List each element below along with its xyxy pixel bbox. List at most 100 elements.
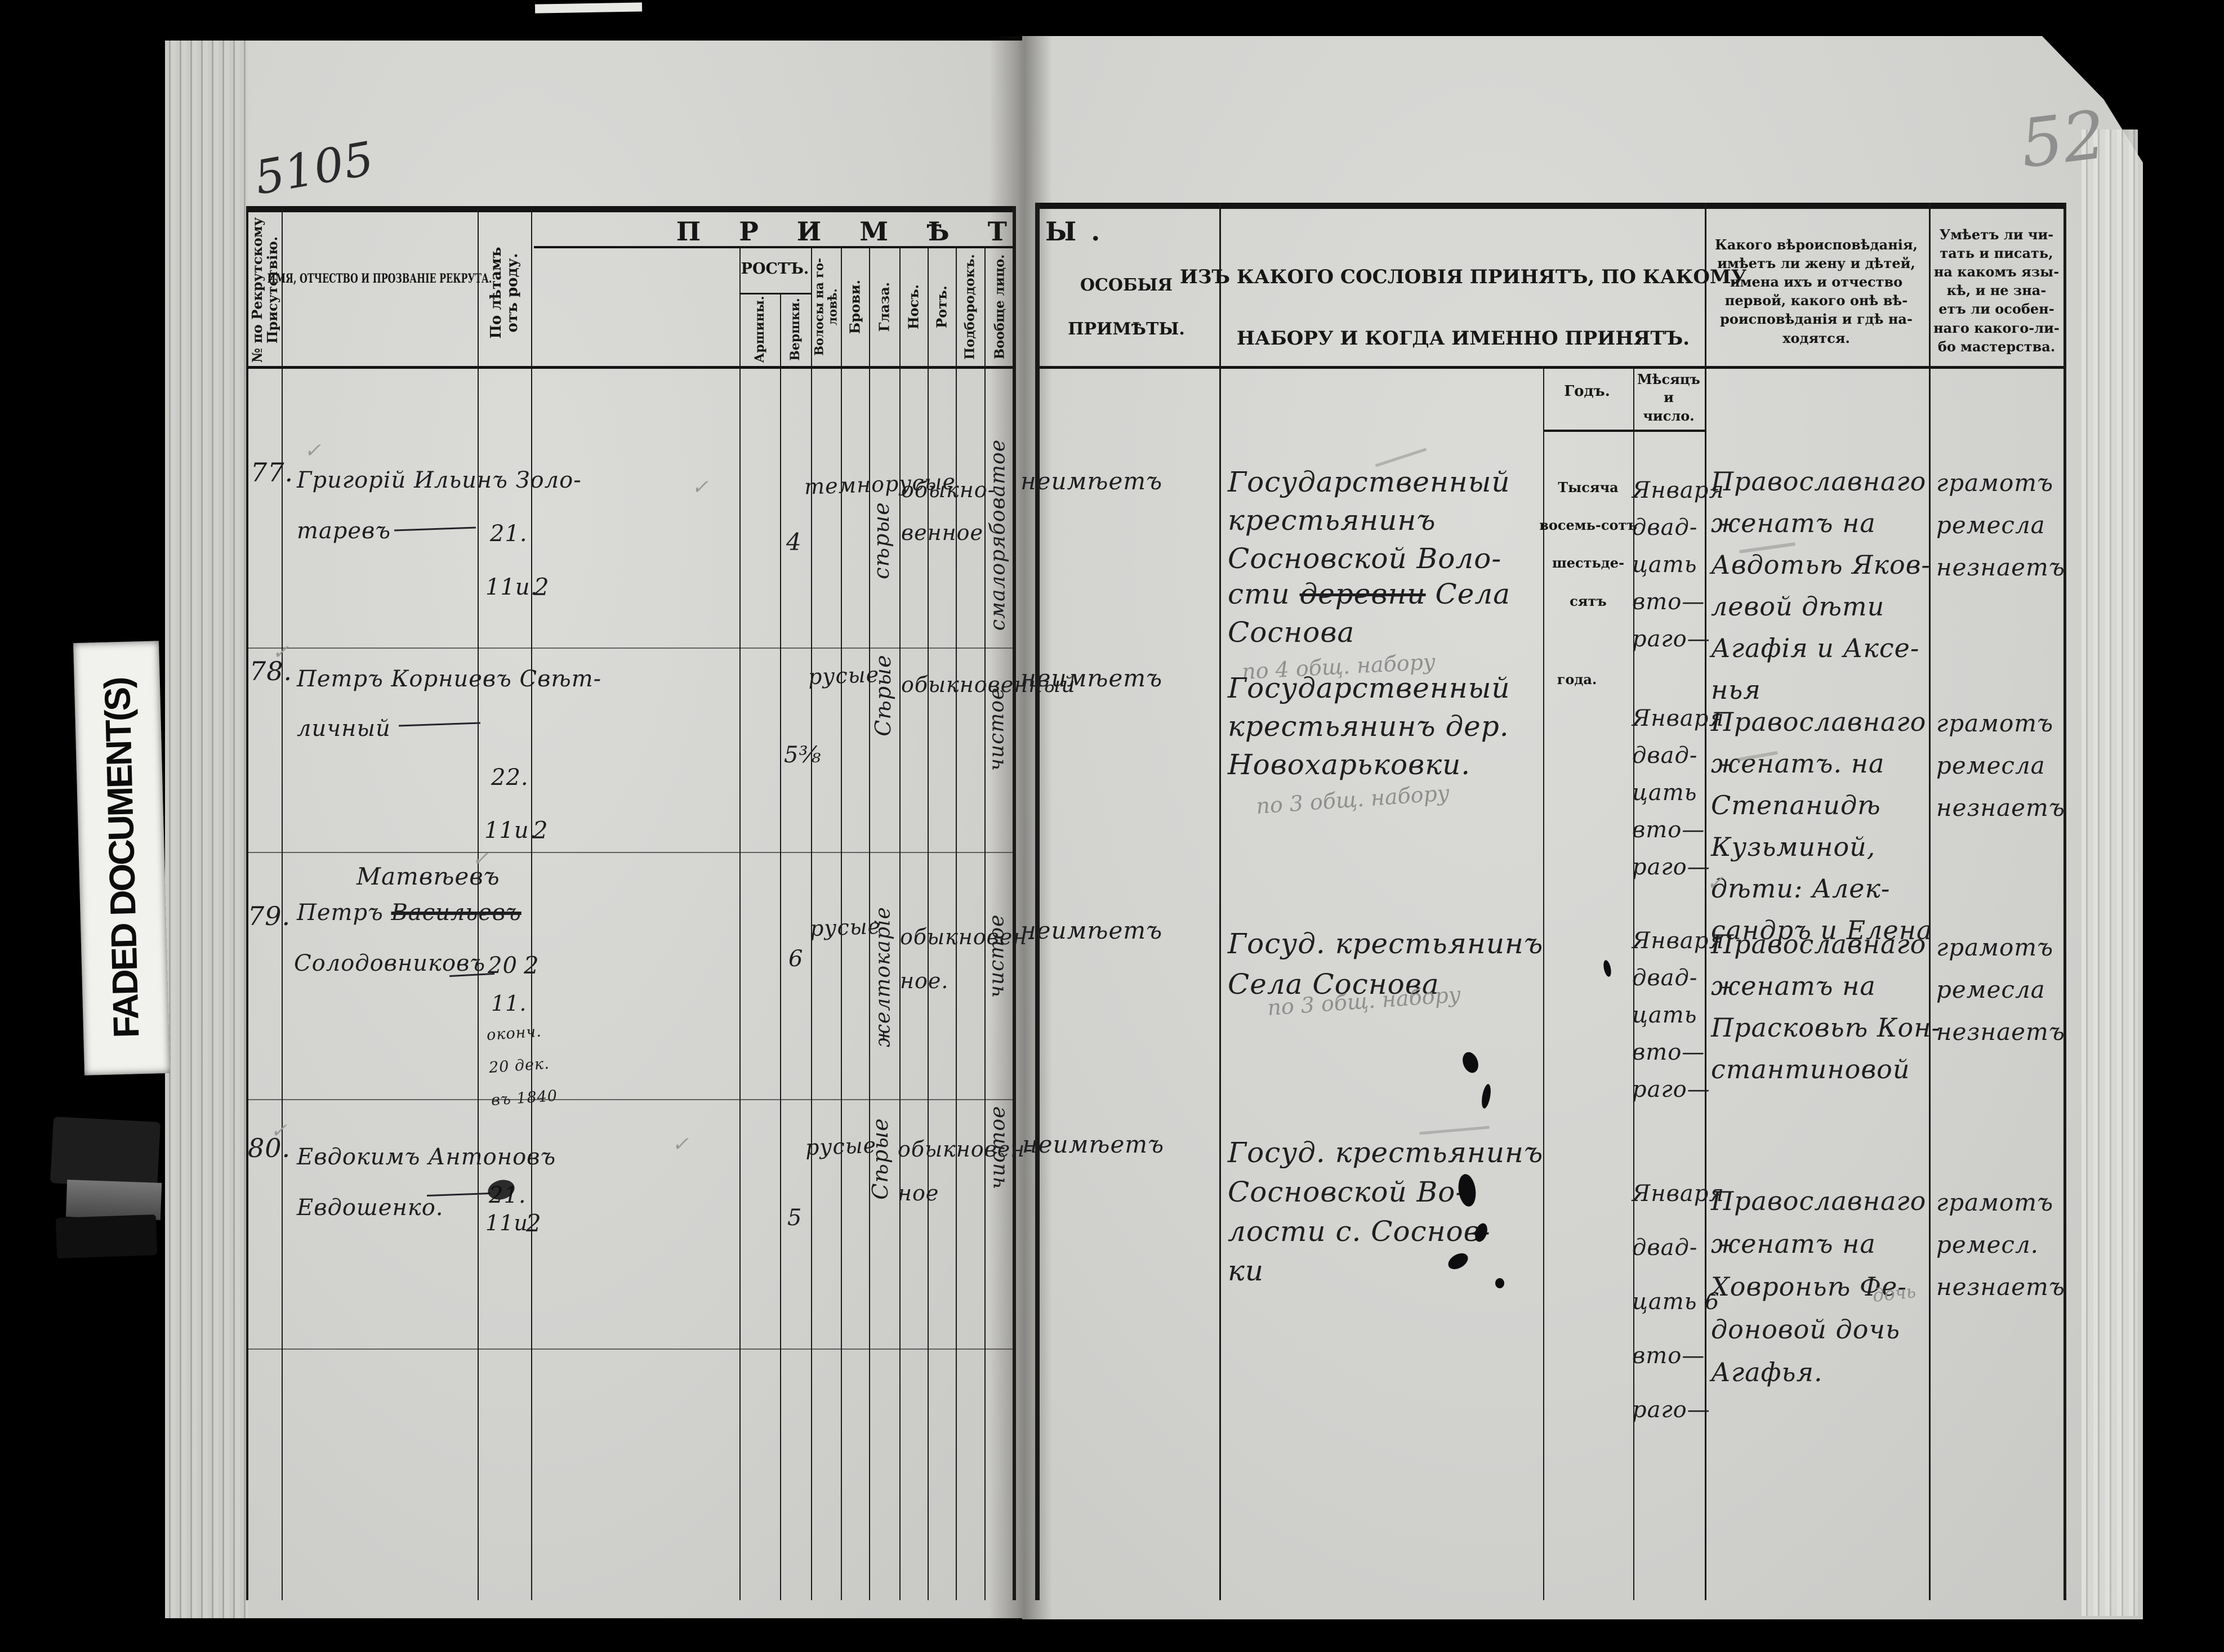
special-value: неимѣетъ [1020, 664, 1163, 692]
hair-value: русые [805, 1132, 877, 1160]
month-value: Января двад- цать вто— раго— [1632, 928, 1724, 1102]
arshiny-value: 2 [524, 952, 540, 979]
vershki-value: 4 [786, 528, 802, 556]
recruit-name: Петръ Корниевъ Свѣт- личный [297, 666, 602, 742]
pencil-page-number: 52 [2016, 95, 2110, 183]
pencil-tick: ✓ [672, 1133, 689, 1156]
nose-value: обыкновен- ное [898, 1137, 1033, 1205]
age-marginal-notes: оконч. 20 дек. въ 1840 [485, 1023, 558, 1109]
row-separator [246, 1099, 1014, 1100]
column-line [282, 206, 283, 1600]
vershki-value: 5 [787, 1205, 803, 1231]
god-value: года. [1557, 671, 1597, 687]
god-month-underline [1543, 430, 1705, 432]
arshiny-value: 2 [526, 1209, 542, 1237]
top-page-sliver [534, 2, 643, 14]
soslovie-value: Госуд. крестьянинъ Сосновской Во- лости … [1228, 1136, 1544, 1287]
age-months: 11и. [484, 818, 537, 843]
recruit-name: Евдокимъ Антоновъ Евдошенко. [297, 1144, 556, 1221]
primety-title: П Р И М Ѣ Т Ы. [676, 216, 1115, 247]
header-recruit-no: № по Рекрутскому Присутствію. [249, 217, 280, 363]
name-pre: Петръ [297, 900, 391, 926]
special-value: неимѣетъ [1020, 917, 1163, 944]
age-years: 21. [490, 521, 528, 547]
hair-value: русые [809, 913, 881, 941]
pencil-tick: ✓ [1706, 872, 1724, 895]
face-value: чистое [985, 687, 1009, 771]
age-years: 22. [491, 765, 529, 791]
soslovie-value: Государственный крестьянинъ дер. Новохар… [1228, 672, 1510, 781]
column-line [984, 246, 986, 1600]
right-page [1022, 36, 2143, 1619]
header-brows: Брови. [846, 279, 863, 334]
column-line [1543, 366, 1544, 1600]
arshiny-value: 2 [533, 816, 549, 844]
column-line [899, 246, 901, 1600]
eyes-value: Сѣрые [871, 654, 895, 736]
soslovie-struck-word: деревни [1299, 578, 1426, 610]
face-value: смалорябоватое [986, 439, 1010, 631]
header-bottom-left [246, 366, 1014, 369]
soslovie-line5: Соснова [1228, 616, 1355, 649]
column-line [811, 246, 812, 1600]
row-number: 80. [248, 1133, 291, 1163]
column-line [956, 246, 957, 1600]
literacy-value: грамотъ ремесл. незнаетъ [1936, 1189, 2065, 1301]
header-age: По лѣтамъ отъ роду. [487, 247, 521, 339]
age-months: 11и [485, 1211, 528, 1235]
header-literacy: Умѣетъ ли чи- тать и писать, на какомъ я… [1933, 226, 2060, 355]
eyes-value: сѣрые [869, 502, 894, 579]
book-clamp-metal [65, 1180, 162, 1220]
header-chin: Подбородокъ. [962, 254, 978, 360]
soslovie-line4: сти деревни Села [1228, 578, 1510, 610]
religion-value: Православнаго женатъ на Прасковьѣ Кон- с… [1711, 929, 1941, 1084]
nose-value: обыкновен- ное. [900, 925, 1036, 993]
header-name: ИМЯ, ОТЧЕСТВО И ПРОЗВАНІЕ РЕКРУТА. [267, 271, 492, 286]
header-arshiny: Аршины. [752, 296, 767, 363]
age-months: 11и. [485, 574, 538, 600]
pencil-tick: ✓ [272, 641, 289, 664]
religion-pencil-note: дочь [1871, 1280, 1917, 1306]
literacy-value: грамотъ ремесла незнаетъ [1936, 709, 2065, 821]
row-separator [246, 852, 1014, 853]
column-line [1633, 366, 1634, 1600]
column-line [531, 206, 532, 1600]
pencil-tick: ✓ [304, 439, 322, 462]
left-page-edge-stack [165, 41, 248, 1618]
recruit-name: Григорій Ильинъ Золо- таревъ [297, 467, 582, 544]
ink-blot [1495, 1278, 1504, 1288]
gutter-shadow [989, 36, 1052, 1619]
header-bottom-right [1035, 366, 2065, 369]
left-page-right-border [1013, 206, 1016, 1600]
column-line [478, 206, 479, 1600]
arshiny-value: 2 [534, 573, 550, 601]
table-top-border-left [246, 206, 1015, 212]
right-page-edge-stack [2082, 130, 2138, 1616]
column-line [841, 246, 842, 1600]
header-vershki: Вершки. [788, 298, 803, 361]
column-line [1705, 203, 1706, 1600]
row-separator [246, 1349, 1014, 1350]
header-soslovie: ИЗЪ КАКОГО СОСЛОВІЯ ПРИНЯТЪ, ПО КАКОМУ Н… [1179, 266, 1747, 350]
special-value: неимѣетъ [1022, 1131, 1165, 1158]
soslovie-pre: сти [1228, 578, 1300, 610]
literacy-value: грамотъ ремесла незнаетъ [1936, 469, 2065, 581]
row-number: 78. [249, 656, 293, 686]
primety-underline [534, 246, 1014, 248]
column-line [928, 246, 929, 1600]
nose-value: обыкно- венное [901, 477, 996, 545]
table-right-border [2063, 203, 2066, 1600]
header-religion: Какого вѣроисповѣданія, имѣетъ ли жену и… [1715, 236, 1918, 346]
hair-value: русые [808, 662, 880, 690]
recruit-name-line1: Петръ Васильевъ [297, 900, 522, 926]
recruit-name-line2: Солодовниковъ [294, 950, 485, 976]
column-line [739, 246, 741, 1600]
faded-document-sticker-label: FADED DOCUMENT(S) [96, 677, 147, 1039]
header-nose: Носъ. [905, 284, 922, 330]
month-value: Января двад- цать вто— раго— [1632, 706, 1724, 880]
religion-value: Православнаго женатъ на Авдотьѣ Яков- ле… [1711, 466, 1931, 705]
table-top-border-right [1035, 203, 2066, 209]
face-value: чистое [986, 1105, 1010, 1190]
vershki-value: 5⅜ [784, 742, 822, 768]
vershki-value: 6 [788, 946, 804, 972]
